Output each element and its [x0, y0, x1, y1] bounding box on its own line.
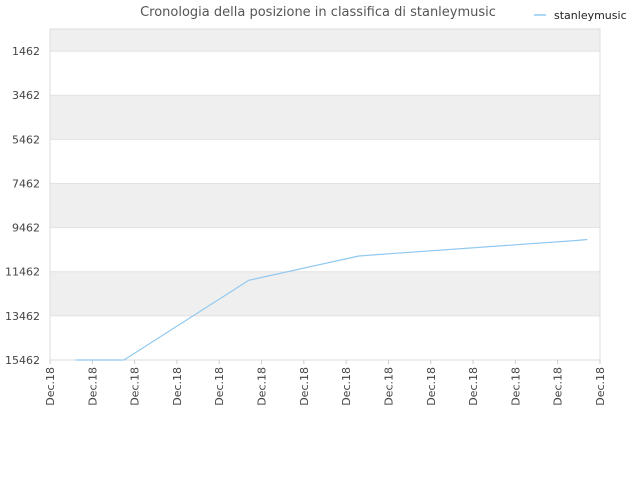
x-tick-label: Dec.18	[298, 367, 311, 406]
x-tick-label: Dec.18	[425, 367, 438, 406]
plot-band	[50, 315, 600, 360]
x-tick-label: Dec.18	[552, 367, 565, 406]
x-tick-label: Dec.18	[86, 367, 99, 406]
x-axis-ticks: Dec.18 Dec.18 Dec.18 Dec.18 Dec.18 Dec.18 Dec.…	[44, 360, 607, 406]
plot-band	[50, 271, 600, 316]
x-tick-label: Dec.18	[129, 367, 142, 406]
plot-band	[50, 139, 600, 184]
y-tick-label: 15462	[5, 354, 40, 367]
horizontal-gridlines	[50, 50, 600, 361]
series-lines	[75, 238, 588, 361]
plot-frame	[49, 28, 601, 361]
plot-band	[50, 29, 600, 52]
y-axis-ticks: 1462 3462 5462 7462 9462 11462 13462 15462	[5, 45, 40, 367]
plot-band	[50, 95, 600, 140]
x-tick-label: Dec.18	[171, 367, 184, 406]
y-tick-label: 9462	[12, 222, 40, 235]
y-tick-label: 7462	[12, 177, 40, 190]
y-tick-label: 5462	[12, 133, 40, 146]
x-tick-label: Dec.18	[213, 367, 226, 406]
plot-band	[50, 183, 600, 228]
y-tick-label: 3462	[12, 89, 40, 102]
x-tick-label: Dec.18	[467, 367, 480, 406]
plot-band	[50, 227, 600, 272]
x-tick-label: Dec.18	[256, 367, 269, 406]
legend-label: stanleymusic	[554, 9, 627, 22]
x-tick-label: Dec.18	[509, 367, 522, 406]
chart-title: Cronologia della posizione in classifica…	[140, 5, 496, 20]
series-line-stanleymusic	[75, 238, 588, 361]
plot-bands	[50, 29, 600, 360]
legend[interactable]: stanleymusic	[534, 9, 627, 22]
x-tick-label: Dec.18	[340, 367, 353, 406]
y-tick-label: 1462	[12, 45, 40, 58]
x-tick-label: Dec.18	[382, 367, 395, 406]
x-tick-label: Dec.18	[44, 367, 57, 406]
y-tick-label: 13462	[5, 310, 40, 323]
x-tick-label: Dec.18	[594, 367, 607, 406]
y-tick-label: 11462	[5, 266, 40, 279]
plot-band	[50, 51, 600, 96]
